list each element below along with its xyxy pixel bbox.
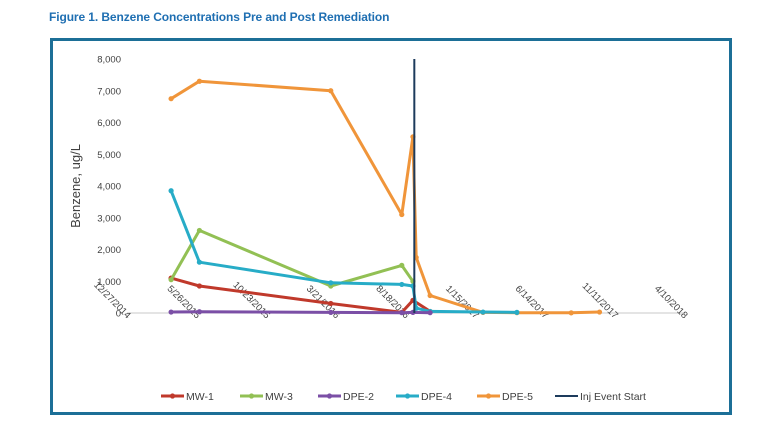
data-point-dpe-5 <box>168 96 174 102</box>
y-tick-label: 7,000 <box>97 86 121 97</box>
data-point-mw-1 <box>328 300 334 307</box>
y-tick-label: 3,000 <box>97 213 121 224</box>
y-tick-label: 2,000 <box>97 245 121 256</box>
y-tick-label: 8,000 <box>97 55 121 66</box>
data-point-mw-3 <box>399 262 405 268</box>
chart: 0 1,000 2,000 3,000 4,000 5,000 6,000 7,000 8,00… <box>68 55 690 404</box>
data-point-dpe-5 <box>427 292 433 299</box>
axes: 0 1,000 2,000 3,000 4,000 5,000 6,000 7,000 8,00… <box>68 55 690 322</box>
x-tick-label: 10/23/2015 <box>231 280 272 321</box>
legend-label: DPE-2 <box>343 391 374 403</box>
series-line-dpe-2 <box>169 310 432 315</box>
data-point-dpe-5 <box>196 78 203 84</box>
data-point-dpe-5 <box>399 211 405 218</box>
legend-marker <box>404 393 411 399</box>
legend-marker <box>485 393 492 399</box>
data-point-mw-1 <box>196 283 203 289</box>
x-tick-label: 5/26/2015 <box>165 283 203 321</box>
data-point-dpe-2 <box>328 309 334 315</box>
data-point-mw-3 <box>168 277 174 283</box>
series-line-dpe-4 <box>169 189 519 314</box>
legend-marker <box>326 393 333 399</box>
legend-marker <box>248 393 255 399</box>
y-tick-label: 4,000 <box>97 182 121 193</box>
data-point-mw-3 <box>196 227 203 234</box>
data-point-dpe-2 <box>196 309 203 315</box>
series-layer <box>168 59 603 316</box>
series-line-dpe-5 <box>169 79 601 315</box>
chart-frame: 0 1,000 2,000 3,000 4,000 5,000 6,000 7,000 8,00… <box>50 38 732 415</box>
legend-label: MW-3 <box>265 391 293 403</box>
x-tick-label: 11/11/2017 <box>580 281 620 321</box>
data-point-dpe-4 <box>168 188 174 194</box>
data-point-dpe-5 <box>568 310 574 316</box>
y-tick-label: 6,000 <box>97 118 121 129</box>
legend-label: MW-1 <box>186 391 214 403</box>
y-tick-label: 1,000 <box>97 277 121 288</box>
data-point-dpe-2 <box>168 309 174 315</box>
data-point-dpe-2 <box>427 310 433 316</box>
data-point-dpe-4 <box>480 309 486 315</box>
legend-label: Inj Event Start <box>580 391 646 403</box>
data-point-dpe-4 <box>514 309 520 315</box>
legend-label: DPE-5 <box>502 391 533 403</box>
y-axis-title: Benzene, ug/L <box>68 144 83 228</box>
legend-label: DPE-4 <box>421 391 452 403</box>
legend: MW-1 MW-3 DPE-2 DPE-4 DPE-5 Inj Event Start <box>161 391 646 403</box>
data-point-dpe-4 <box>196 259 203 265</box>
legend-marker <box>169 393 176 399</box>
x-tick-label: 8/18/2016 <box>373 283 411 321</box>
x-tick-label: 6/14/2017 <box>513 283 551 321</box>
y-tick-label: 0 <box>116 309 121 320</box>
data-point-dpe-4 <box>328 280 334 286</box>
data-point-dpe-5 <box>596 309 603 315</box>
data-point-dpe-4 <box>399 281 405 288</box>
data-point-dpe-5 <box>328 88 334 94</box>
y-tick-label: 5,000 <box>97 150 121 161</box>
data-point-dpe-2 <box>399 310 405 316</box>
figure-title: Figure 1. Benzene Concentrations Pre and… <box>49 10 390 24</box>
x-tick-label: 4/10/2018 <box>652 283 690 321</box>
